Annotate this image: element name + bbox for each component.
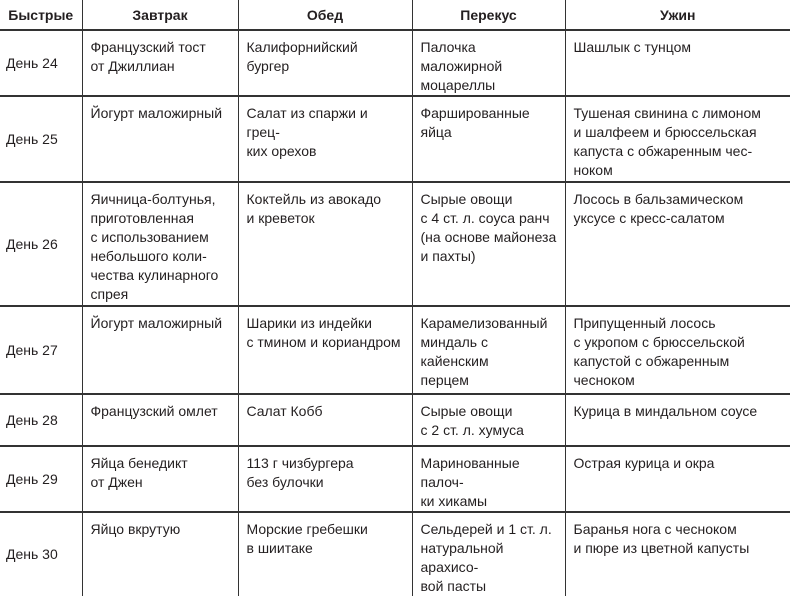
cell-day: День 30 <box>6 546 58 562</box>
cell-snack: Сырые овощи с 4 ст. л. соуса ранч (на ос… <box>411 182 565 307</box>
cell-snack: Сырые овощи с 2 ст. л. хумуса <box>411 394 565 447</box>
header-dinner: Ужин <box>564 0 790 31</box>
cell-breakfast: Йогурт маложирный <box>81 96 238 183</box>
cell-dinner: Шашлык с тунцом <box>564 30 790 97</box>
table-row: День 27 Йогурт маложирный Шарики из индейк… <box>0 306 790 395</box>
cell-breakfast: Яичница-болтунья, приготовленная с испол… <box>81 182 238 307</box>
table-row: День 30 Яйцо вкрутую Морские гребешки в ши… <box>0 512 790 596</box>
cell-dinner: Баранья нога с чесноком и пюре из цветно… <box>564 512 790 596</box>
cell-breakfast: Йогурт маложирный <box>81 306 238 395</box>
cell-lunch: Морские гребешки в шиитаке <box>237 512 412 596</box>
cell-lunch: 113 г чизбургера без булочки <box>237 446 412 513</box>
cell-day: День 24 <box>0 30 82 97</box>
table-row: День 25 Йогурт маложирный Салат из спаржи … <box>0 96 790 183</box>
cell-lunch: Салат Кобб <box>237 394 412 447</box>
cell-dinner: Тушеная свинина с лимоном и шалфеем и бр… <box>564 96 790 183</box>
cell-day: День 25 <box>0 96 82 183</box>
cell-lunch: Коктейль из авокадо и креветок <box>237 182 412 307</box>
header-quick: Быстрые <box>0 0 82 31</box>
cell-lunch: Калифорнийский бургер <box>237 30 412 97</box>
cell-dinner: Лосось в бальзамическом уксусе с кресс-с… <box>564 182 790 307</box>
cell-day: День 27 <box>0 306 82 395</box>
header-snack: Перекус <box>411 0 565 31</box>
cell-lunch: Салат из спаржи и грец- ких орехов <box>237 96 412 183</box>
cell-snack: Маринованные палоч- ки хикамы <box>411 446 565 513</box>
cell-day: День 29 <box>0 446 82 513</box>
header-breakfast: Завтрак <box>81 0 238 31</box>
cell-dinner: Острая курица и окра <box>564 446 790 513</box>
cell-snack: Карамелизованный миндаль с кайенским пер… <box>411 306 565 395</box>
cell-breakfast: Яйца бенедикт от Джен <box>81 446 238 513</box>
header-lunch: Обед <box>237 0 412 31</box>
table-row: День 26 Яичница-болтунья, приготовленная … <box>0 182 790 307</box>
cell-snack: Фаршированные яйца <box>411 96 565 183</box>
cell-breakfast: Французский тост от Джиллиан <box>81 30 238 97</box>
table-row: День 28 Французский омлет Салат Кобб Сырые … <box>0 394 790 447</box>
cell-dinner: Припущенный лосось с укропом с брюссельс… <box>564 306 790 395</box>
cell-breakfast: Французский омлет <box>81 394 238 447</box>
table-row: День 29 Яйца бенедикт от Джен 113 г чизбур… <box>0 446 790 513</box>
cell-day: День 28 <box>0 394 82 447</box>
cell-breakfast: Яйцо вкрутую <box>81 512 238 596</box>
cell-dinner: Курица в миндальном соусе <box>564 394 790 447</box>
table-row: День 24 Французский тост от Джиллиан Калиф… <box>0 30 790 97</box>
cell-day: День 26 <box>0 182 82 307</box>
cell-lunch: Шарики из индейки с тмином и кориандром <box>237 306 412 395</box>
cell-snack: Сельдерей и 1 ст. л. натуральной арахисо… <box>411 512 565 596</box>
cell-snack: Палочка маложирной моцареллы <box>411 30 565 97</box>
header-row: Быстрые Завтрак Обед Перекус Ужин <box>0 0 790 31</box>
